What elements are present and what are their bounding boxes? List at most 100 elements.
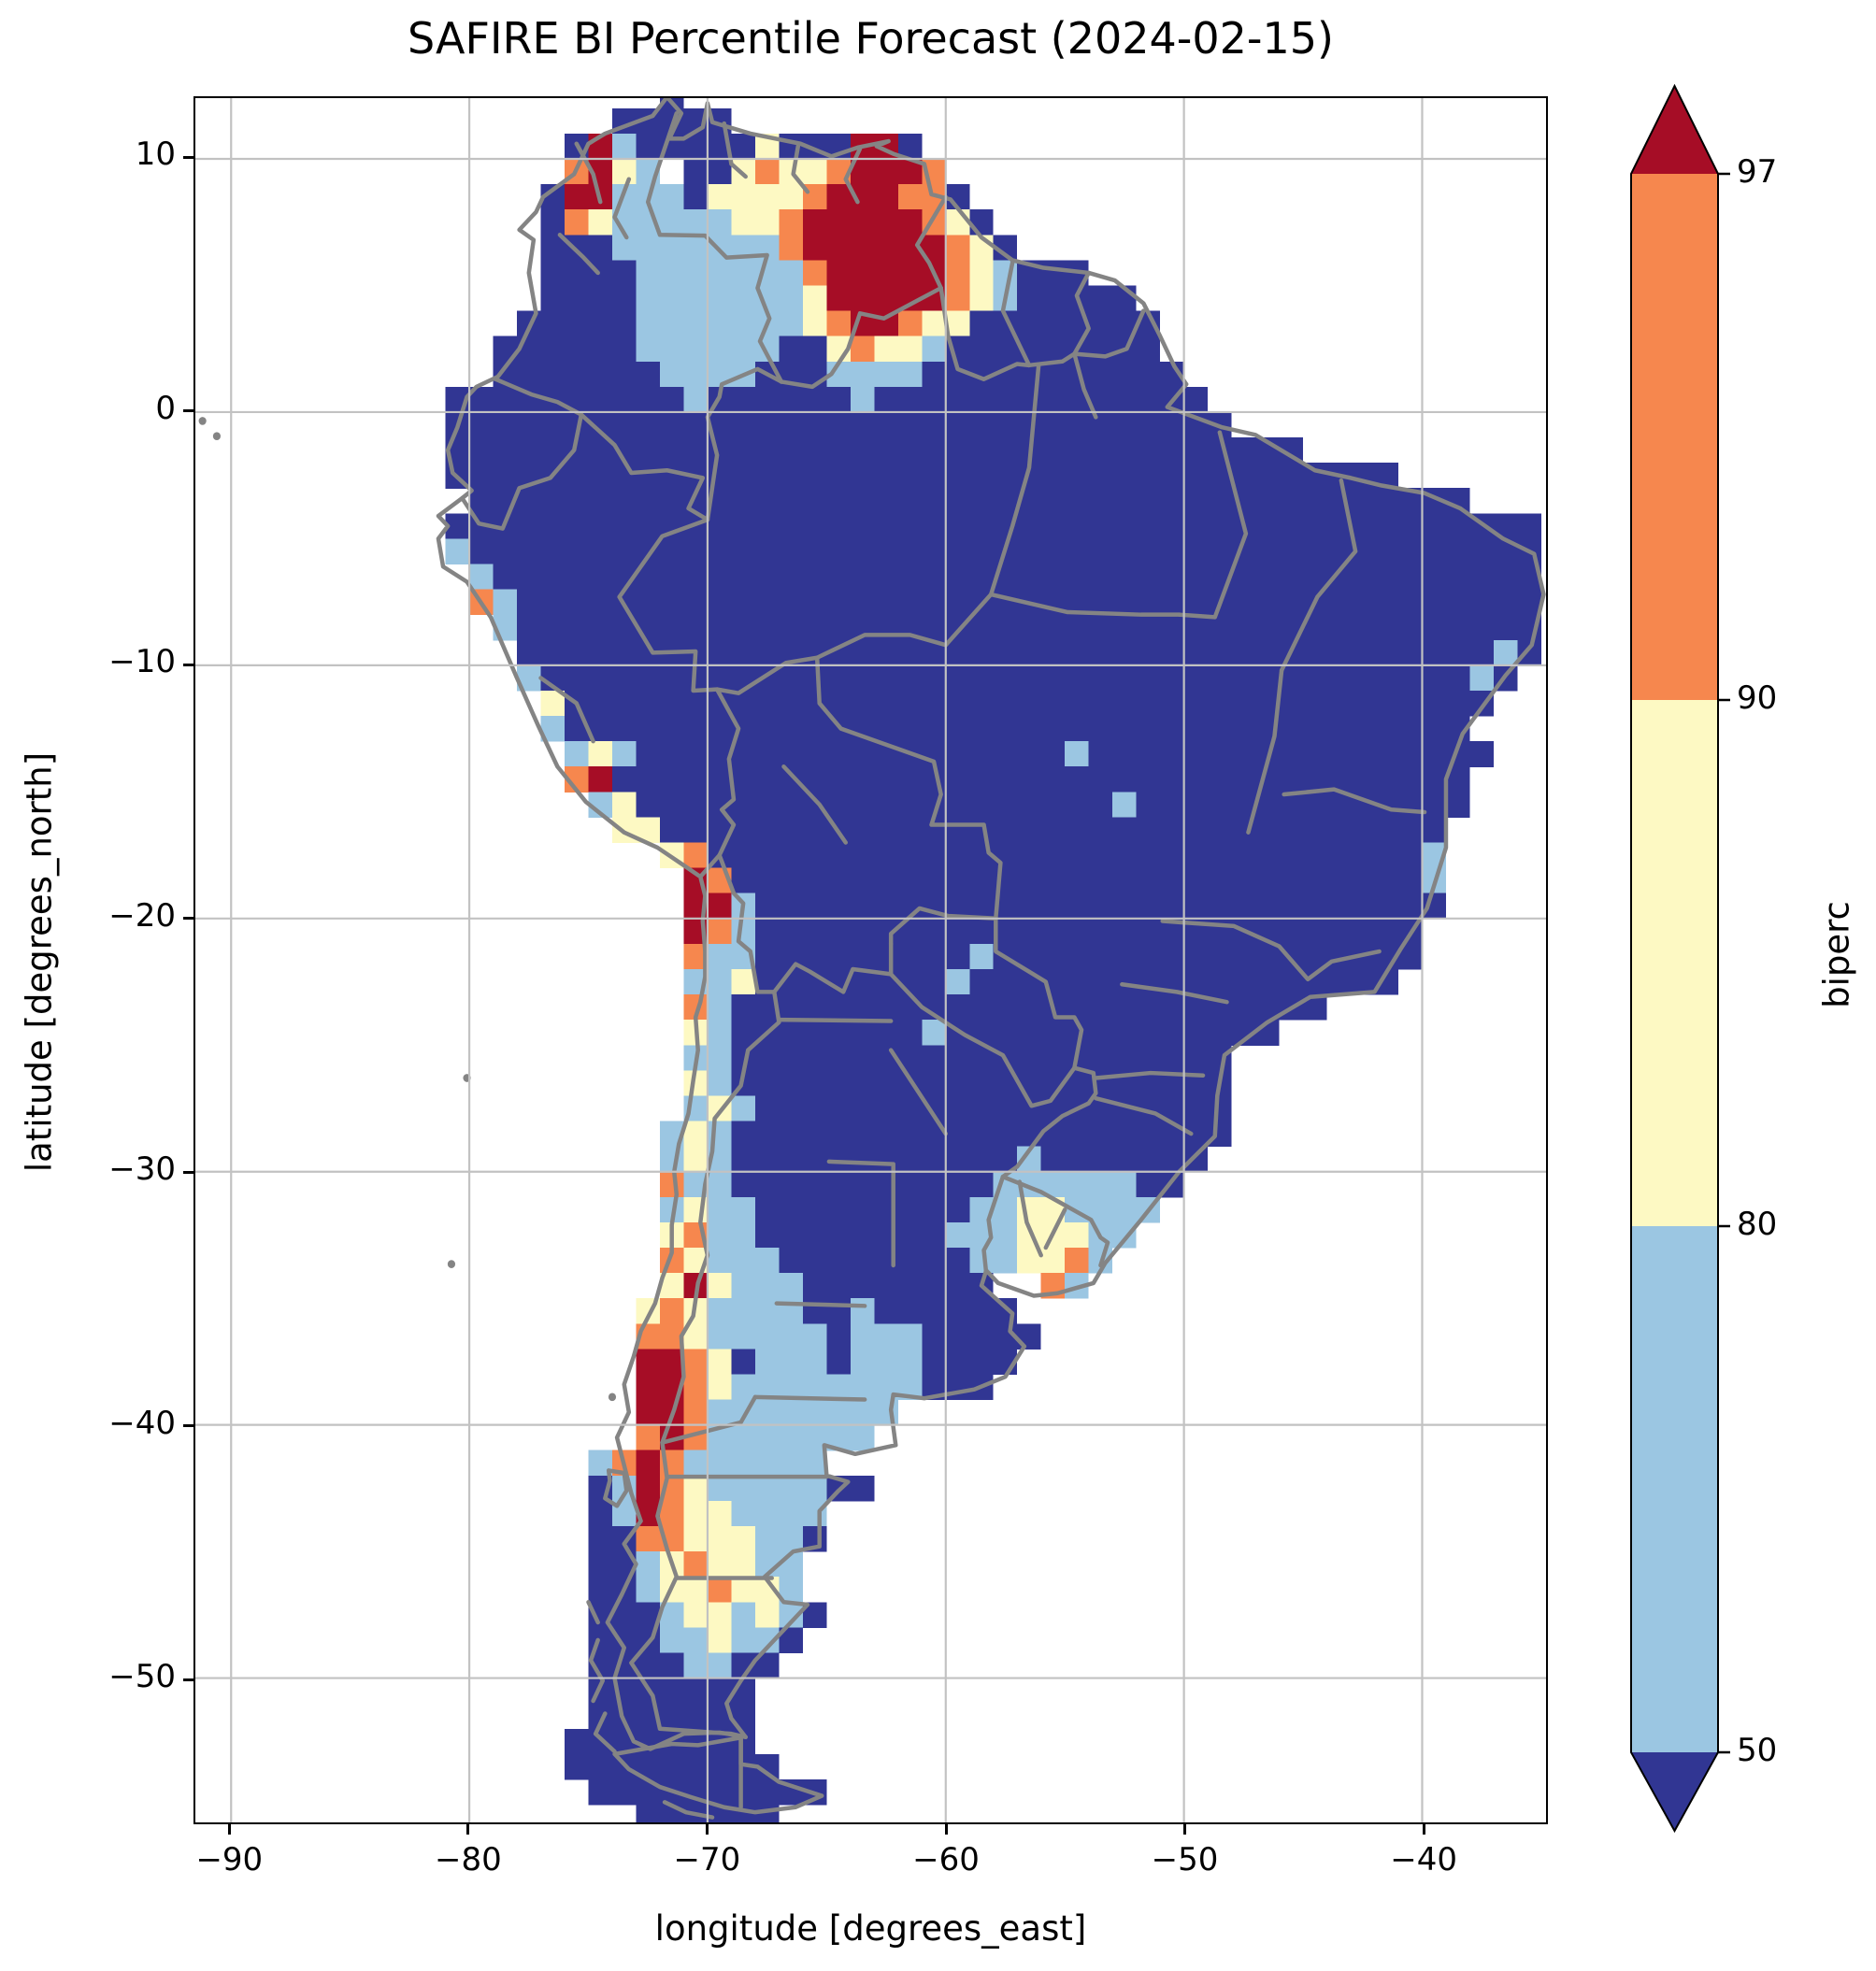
- admin-border: [781, 288, 941, 387]
- x-tick-mark: [227, 1824, 231, 1835]
- archipelago-outline: [665, 1802, 712, 1817]
- graticule: [195, 98, 1546, 1822]
- admin-border: [648, 113, 781, 381]
- admin-border: [941, 288, 1029, 379]
- coastline: [438, 98, 1544, 1749]
- small-island-dot: [212, 432, 222, 441]
- south-america-map: [195, 98, 1546, 1822]
- x-axis-label: longitude [degrees_east]: [654, 1908, 1087, 1949]
- admin-border: [991, 365, 1038, 594]
- map-plot-area: [193, 96, 1548, 1824]
- x-tick-label: −70: [673, 1841, 741, 1878]
- admin-border: [1163, 921, 1380, 979]
- admin-border: [720, 855, 775, 992]
- admin-border: [995, 919, 1081, 1068]
- small-island-dot: [608, 1393, 617, 1402]
- admin-border: [717, 658, 1000, 919]
- admin-border: [700, 855, 719, 877]
- colorbar-tick-label: 80: [1737, 1206, 1778, 1243]
- chart-title: SAFIRE BI Percentile Forecast (2024-02-1…: [408, 13, 1334, 64]
- admin-border: [779, 1020, 891, 1021]
- y-tick-label: −20: [108, 896, 176, 935]
- y-tick-mark: [183, 409, 193, 413]
- colorbar-label: biperc: [1816, 901, 1857, 1008]
- admin-border: [1096, 1098, 1191, 1134]
- admin-border: [581, 415, 708, 520]
- y-tick-mark: [183, 155, 193, 159]
- colorbar: [1630, 83, 1730, 1834]
- y-tick-mark: [183, 1424, 193, 1428]
- x-tick-mark: [466, 1824, 470, 1835]
- admin-border: [663, 1397, 755, 1443]
- admin-border: [1074, 311, 1143, 357]
- admin-border: [1180, 433, 1246, 618]
- y-axis-label: latitude [degrees_north]: [19, 751, 60, 1173]
- y-tick-label: −50: [108, 1658, 176, 1696]
- admin-border: [1046, 1209, 1065, 1248]
- admin-border: [717, 690, 738, 855]
- admin-border: [724, 123, 746, 177]
- x-tick-mark: [1183, 1824, 1187, 1835]
- admin-border: [829, 1162, 894, 1265]
- admin-border: [708, 369, 781, 520]
- admin-border: [1282, 480, 1355, 670]
- archipelago-outline: [589, 1602, 598, 1622]
- admin-border: [783, 766, 845, 842]
- y-tick-mark: [183, 1170, 193, 1174]
- y-tick-label: 0: [155, 389, 176, 427]
- country-borders: [438, 98, 1544, 1818]
- admin-border: [1096, 1073, 1203, 1078]
- admin-border: [631, 992, 779, 1736]
- admin-border: [891, 1050, 946, 1134]
- admin-border: [1003, 263, 1029, 365]
- admin-border: [615, 179, 629, 237]
- small-island-dot: [447, 1260, 456, 1268]
- small-island-dot: [198, 417, 207, 425]
- colorbar-segment: [1631, 1226, 1718, 1752]
- x-tick-label: −50: [1151, 1841, 1219, 1878]
- biperc-raster: [445, 98, 1541, 1822]
- y-tick-label: −40: [108, 1404, 176, 1442]
- x-tick-label: −80: [434, 1841, 502, 1878]
- admin-border: [462, 415, 580, 529]
- admin-border: [620, 520, 717, 691]
- y-tick-label: 10: [135, 136, 176, 174]
- admin-border: [777, 1304, 865, 1307]
- admin-border: [1284, 790, 1425, 812]
- colorbar-under-arrow: [1631, 1752, 1718, 1831]
- admin-border: [917, 197, 946, 289]
- x-tick-label: −40: [1390, 1841, 1457, 1878]
- y-tick-label: −10: [108, 643, 176, 681]
- admin-border: [1003, 1177, 1108, 1265]
- admin-border: [891, 974, 1074, 1106]
- x-tick-label: −60: [912, 1841, 980, 1878]
- colorbar-segment: [1631, 174, 1718, 700]
- admin-border: [541, 678, 594, 741]
- admin-border: [817, 594, 991, 658]
- admin-border: [1074, 273, 1088, 354]
- admin-border: [1122, 984, 1226, 1002]
- x-tick-label: −90: [195, 1841, 264, 1878]
- admin-border: [577, 144, 600, 202]
- colorbar-segment: [1631, 700, 1718, 1226]
- admin-border: [1020, 1182, 1041, 1256]
- admin-border: [560, 235, 598, 273]
- x-tick-mark: [1422, 1824, 1425, 1835]
- island-outline: [615, 1737, 823, 1812]
- x-tick-mark: [944, 1824, 948, 1835]
- x-tick-mark: [705, 1824, 709, 1835]
- colorbar-tick-label: 90: [1737, 679, 1778, 717]
- admin-border: [1248, 670, 1282, 832]
- archipelago-outline: [595, 1714, 614, 1752]
- admin-border: [495, 379, 581, 415]
- island-outline: [605, 1470, 626, 1506]
- colorbar-tick-label: 50: [1737, 1732, 1778, 1769]
- y-tick-label: −30: [108, 1150, 176, 1189]
- admin-border: [1003, 1068, 1096, 1177]
- colorbar-over-arrow: [1631, 86, 1718, 174]
- y-tick-mark: [183, 917, 193, 921]
- y-tick-mark: [183, 663, 193, 666]
- admin-border: [984, 1177, 1003, 1273]
- y-tick-mark: [183, 1678, 193, 1681]
